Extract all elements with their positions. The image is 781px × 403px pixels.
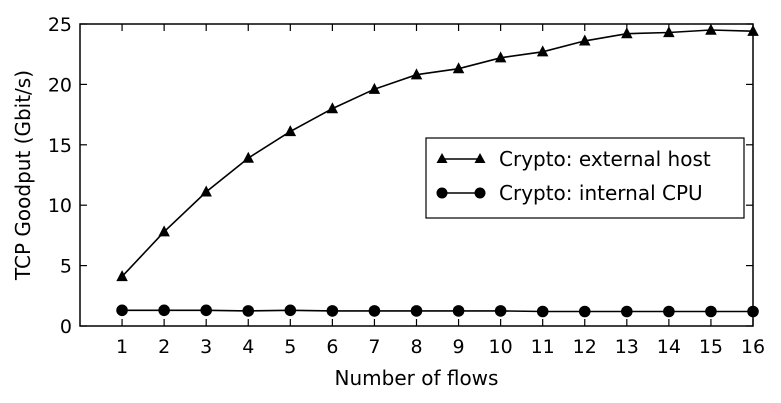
data-point-triangle [284,125,297,137]
data-point-triangle [158,225,170,237]
x-tick-label: 9 [453,336,465,358]
data-point-triangle [326,102,339,114]
series-line-0 [121,29,754,278]
x-tick-label: 4 [242,336,254,358]
x-tick-label: 8 [410,336,422,358]
y-axis: 0 5 10 15 20 25 [48,14,753,338]
data-point-triangle [116,270,128,282]
legend: Crypto: external host Crypto: internal C… [425,137,745,219]
data-point-circle [578,305,591,318]
legend-box [425,137,745,219]
x-tick-label: 11 [531,336,555,358]
x-tick-label: 13 [615,336,639,358]
data-point-circle [284,304,297,317]
x-tick-label: 1 [116,336,128,358]
x-tick-label: 10 [489,336,513,358]
y-tick-label: 25 [48,14,72,36]
data-point-triangle [747,24,759,36]
legend-label-internal: Crypto: internal CPU [499,181,703,205]
x-tick-label: 7 [368,336,380,358]
data-point-circle [452,305,465,317]
data-point-circle [536,305,549,318]
x-tick-label: 12 [573,336,597,358]
legend-marker-external [474,153,486,163]
series-layer [116,23,759,318]
legend-marker-external [436,153,448,163]
y-tick-label: 20 [48,74,72,96]
data-point-circle [663,305,675,318]
data-point-circle [621,305,633,318]
data-point-circle [242,305,255,317]
x-tick-label: 16 [741,336,765,358]
y-tick-label: 0 [60,316,72,338]
x-tick-label: 15 [699,336,723,358]
data-point-triangle [705,23,717,35]
data-point-circle [158,304,170,317]
x-tick-label: 2 [158,336,170,358]
x-axis: 1 2 3 4 5 6 7 8 9 10 11 12 13 14 15 16 [116,24,765,358]
data-point-triangle [410,68,423,80]
data-point-triangle [368,82,381,94]
series-line-1 [122,309,753,313]
y-tick-label: 15 [48,135,72,157]
data-point-triangle [536,45,549,57]
x-axis-label: Number of flows [335,366,499,390]
legend-marker-internal [474,187,486,199]
x-tick-label: 3 [200,336,212,358]
data-point-circle [200,304,212,317]
legend-marker-internal [436,187,448,199]
legend-label-external: Crypto: external host [499,147,711,171]
data-point-circle [326,305,339,317]
data-point-circle [747,305,759,318]
data-point-circle [705,305,717,318]
data-point-circle [410,305,423,317]
data-point-circle [116,304,128,317]
data-point-circle [494,305,507,317]
data-point-triangle [579,34,591,46]
x-tick-label: 6 [326,336,338,358]
data-point-triangle [663,26,675,38]
x-tick-label: 5 [284,336,296,358]
data-point-triangle [494,51,507,63]
data-point-triangle [242,151,254,163]
data-point-triangle [200,185,212,197]
data-point-circle [368,305,381,317]
data-point-triangle [452,62,465,74]
y-tick-label: 5 [60,256,72,278]
x-tick-label: 14 [657,336,681,358]
data-point-triangle [621,27,633,39]
y-tick-label: 10 [48,195,72,217]
y-axis-label: TCP Goodput (Gbit/s) [11,70,35,281]
